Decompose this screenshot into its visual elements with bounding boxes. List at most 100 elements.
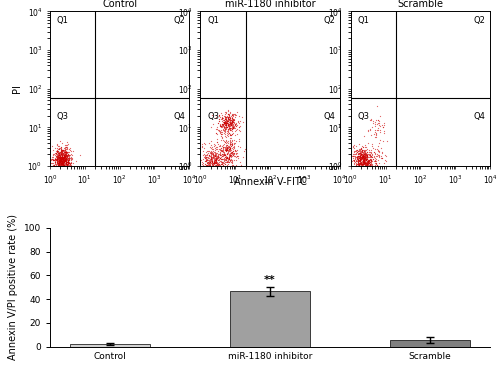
Point xyxy=(56,164,64,170)
Point xyxy=(207,149,215,155)
Point xyxy=(218,146,226,152)
Point xyxy=(361,155,369,161)
Point xyxy=(60,160,68,166)
Point xyxy=(232,151,240,157)
Point xyxy=(352,154,360,160)
Point xyxy=(212,153,220,159)
Point xyxy=(58,158,66,164)
Point xyxy=(56,157,64,163)
Point xyxy=(219,121,227,127)
Point xyxy=(53,167,61,173)
Point xyxy=(222,146,230,152)
Point xyxy=(204,157,212,163)
Point xyxy=(354,165,362,171)
Point xyxy=(63,162,71,168)
Point xyxy=(210,149,218,155)
Point xyxy=(64,153,72,159)
Point xyxy=(62,157,70,163)
Point xyxy=(232,150,240,156)
Point xyxy=(357,160,365,166)
Point xyxy=(52,153,60,159)
Point xyxy=(226,145,234,151)
Point xyxy=(52,162,60,168)
Point xyxy=(54,146,62,152)
Point xyxy=(352,155,360,161)
Point xyxy=(352,142,360,149)
Point xyxy=(200,163,208,169)
Point xyxy=(366,149,374,155)
Point xyxy=(216,123,224,129)
Point xyxy=(224,145,232,151)
Point xyxy=(361,155,369,161)
Point xyxy=(228,122,236,128)
Point xyxy=(218,131,226,137)
Point xyxy=(59,148,67,154)
Point xyxy=(354,157,362,163)
Point xyxy=(228,110,236,117)
Point xyxy=(224,115,232,122)
Point xyxy=(54,156,62,162)
Point xyxy=(204,148,212,154)
Point xyxy=(227,121,235,127)
Point xyxy=(226,146,234,152)
Point xyxy=(228,121,236,127)
Point xyxy=(212,157,220,163)
Point xyxy=(358,160,366,166)
Point xyxy=(58,165,66,171)
Point xyxy=(229,112,237,118)
Point xyxy=(57,163,65,170)
Point xyxy=(58,162,66,168)
Point xyxy=(354,171,362,177)
Point xyxy=(356,152,364,158)
Point xyxy=(222,155,230,161)
Point xyxy=(238,119,246,125)
Point xyxy=(62,147,70,153)
Point xyxy=(60,157,68,163)
Point xyxy=(378,125,386,131)
Point xyxy=(205,153,213,159)
Point xyxy=(57,160,65,166)
Point xyxy=(60,151,68,157)
Point xyxy=(227,120,235,126)
Point xyxy=(360,154,368,160)
Point xyxy=(62,162,70,168)
Point xyxy=(376,114,384,120)
Point xyxy=(57,156,65,162)
Text: A: A xyxy=(15,0,26,2)
Point xyxy=(370,131,378,137)
Point xyxy=(225,155,233,161)
Point xyxy=(56,168,64,174)
Point xyxy=(358,142,366,149)
Point xyxy=(64,153,72,159)
Point xyxy=(352,160,360,166)
Point xyxy=(210,168,218,174)
Point xyxy=(53,161,61,167)
Point xyxy=(51,157,59,163)
Point xyxy=(210,165,218,171)
Point xyxy=(358,153,366,159)
Point xyxy=(210,152,218,158)
Point xyxy=(58,155,66,161)
Point xyxy=(366,161,374,167)
Point xyxy=(189,149,197,155)
Point xyxy=(372,128,380,134)
Point xyxy=(360,171,368,177)
Point xyxy=(225,151,233,157)
Point xyxy=(50,160,58,166)
Point xyxy=(353,166,361,173)
Point xyxy=(61,151,69,157)
Point xyxy=(62,156,70,162)
Point xyxy=(365,157,373,163)
Point xyxy=(364,139,372,146)
Point xyxy=(64,176,72,182)
Point xyxy=(200,163,208,169)
Point xyxy=(50,162,58,168)
Point xyxy=(63,169,71,175)
Point xyxy=(62,174,70,180)
Point xyxy=(356,173,364,179)
Point xyxy=(218,147,226,154)
Point xyxy=(217,131,225,137)
Point xyxy=(226,148,234,154)
Point xyxy=(62,146,70,152)
Point xyxy=(64,157,72,163)
